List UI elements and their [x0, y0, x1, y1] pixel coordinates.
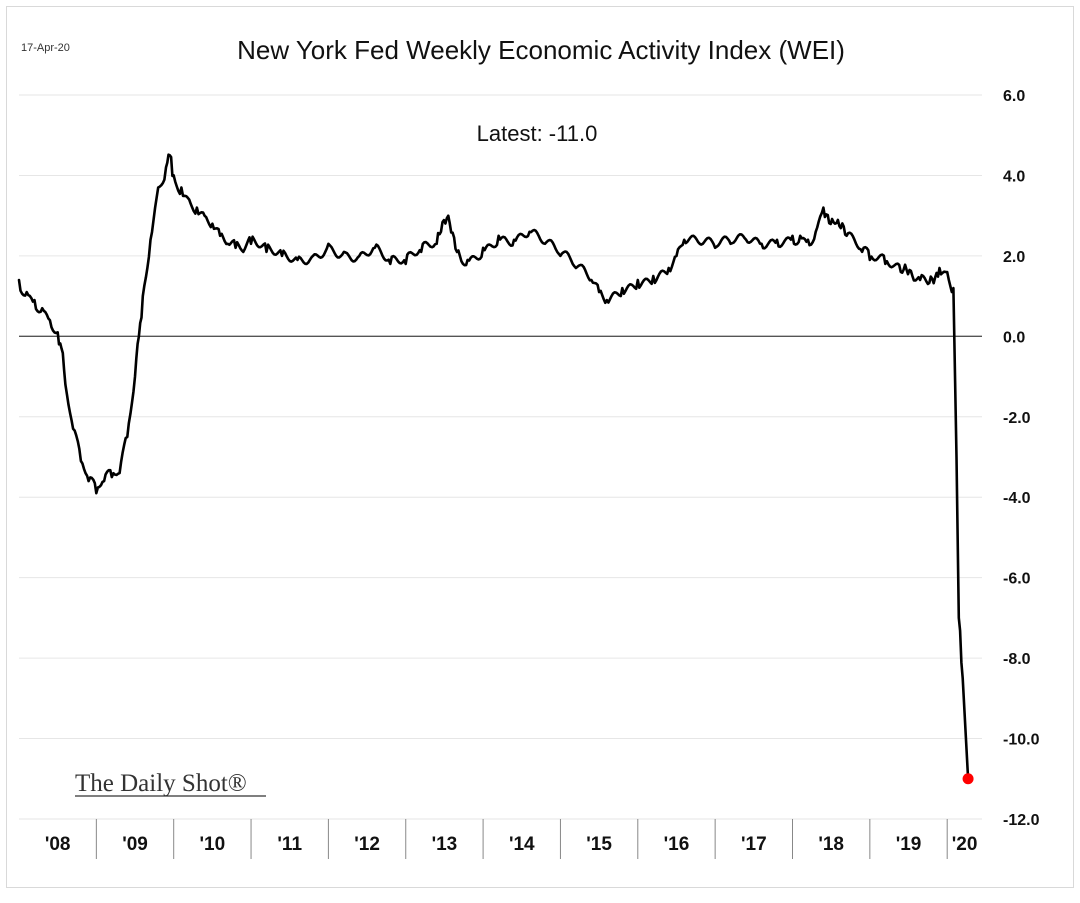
- y-tick-label: 0.0: [1003, 329, 1025, 346]
- y-tick-label: -2.0: [1003, 410, 1031, 427]
- date-stamp: 17-Apr-20: [21, 42, 70, 54]
- y-axis-ticks: 6.0 4.0 2.0 0.0 -2.0 -4.0 -6.0 -8.0 -10.0 -12.0: [1003, 88, 1040, 829]
- y-tick-label: -6.0: [1003, 571, 1031, 588]
- latest-point-marker: [962, 773, 974, 785]
- y-tick-label: -4.0: [1003, 490, 1031, 507]
- x-tick-label: '09: [122, 834, 148, 855]
- x-tick-label: '14: [509, 834, 535, 855]
- y-tick-label: -10.0: [1003, 732, 1040, 749]
- y-tick-label: 4.0: [1003, 168, 1025, 185]
- y-tick-label: 6.0: [1003, 88, 1025, 105]
- x-tick-label: '15: [586, 834, 612, 855]
- x-tick-label: '18: [818, 834, 844, 855]
- x-tick-label: '11: [277, 834, 302, 855]
- x-tick-label: '12: [354, 834, 380, 855]
- x-tick-label: '19: [896, 834, 922, 855]
- latest-annotation: Latest: -11.0: [477, 121, 598, 146]
- y-tick-label: -8.0: [1003, 651, 1031, 668]
- chart-title: New York Fed Weekly Economic Activity In…: [237, 35, 845, 65]
- wei-series-line: [17, 153, 970, 781]
- x-tick-label: '20: [952, 834, 978, 855]
- x-axis-separators: [95, 819, 948, 859]
- x-axis-ticks: '08 '09 '10 '11 '12 '13 '14 '15 '16 '17 '18 '19 '20: [45, 834, 978, 855]
- y-tick-label: 2.0: [1003, 249, 1025, 266]
- wei-line-chart: 17-Apr-20 New York Fed Weekly Economic A…: [17, 35, 1040, 859]
- x-tick-label: '08: [45, 834, 71, 855]
- x-tick-label: '17: [741, 834, 767, 855]
- y-tick-label: -12.0: [1003, 812, 1040, 829]
- x-tick-label: '16: [664, 834, 690, 855]
- chart-frame: 17-Apr-20 New York Fed Weekly Economic A…: [6, 6, 1074, 888]
- gridlines: [19, 94, 982, 820]
- x-tick-label: '10: [200, 834, 226, 855]
- watermark-logo: The Daily Shot®: [75, 770, 247, 797]
- x-tick-label: '13: [432, 834, 458, 855]
